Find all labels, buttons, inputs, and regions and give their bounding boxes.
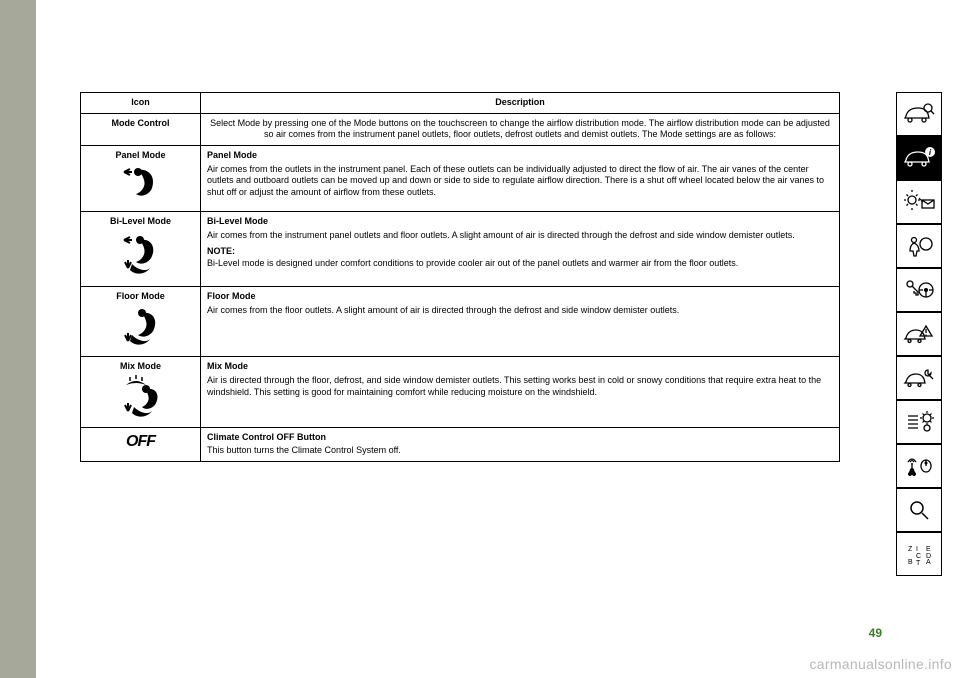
- table-row: Mode Control Select Mode by pressing one…: [81, 113, 840, 145]
- header-description: Description: [201, 93, 840, 114]
- svg-text:T: T: [916, 560, 921, 567]
- page: Icon Description Mode Control Select Mod…: [0, 0, 960, 678]
- off-icon: OFF: [126, 433, 155, 450]
- table-row: Floor Mode Floor Mode Air comes from the…: [81, 286, 840, 356]
- svg-text:C: C: [916, 553, 921, 560]
- svg-text:B: B: [908, 559, 913, 566]
- icon-label: Mode Control: [87, 118, 194, 130]
- desc-cell-mode-control: Select Mode by pressing one of the Mode …: [201, 113, 840, 145]
- desc-cell-off: Climate Control OFF Button This button t…: [201, 427, 840, 461]
- table-row: Mix Mode Mix Mode Air is directed thro: [81, 357, 840, 427]
- icon-cell-mix: Mix Mode: [81, 357, 201, 427]
- icon-cell-floor: Floor Mode: [81, 286, 201, 356]
- search-icon[interactable]: [896, 488, 942, 532]
- desc-title: Mix Mode: [207, 361, 833, 373]
- table-row: Panel Mode Panel Mode Air comes from the…: [81, 146, 840, 212]
- desc-cell-panel: Panel Mode Air comes from the outlets in…: [201, 146, 840, 212]
- car-wrench-icon[interactable]: [896, 356, 942, 400]
- bilevel-mode-icon: [116, 230, 166, 278]
- icon-cell-off: OFF: [81, 427, 201, 461]
- left-margin-bar: [0, 0, 36, 678]
- desc-body: Air comes from the instrument panel outl…: [207, 230, 795, 240]
- side-icon-rail: i Z E B ACITD: [896, 92, 942, 576]
- desc-title: Bi-Level Mode: [207, 216, 833, 228]
- desc-cell-floor: Floor Mode Air comes from the floor outl…: [201, 286, 840, 356]
- icon-cell-panel: Panel Mode: [81, 146, 201, 212]
- note-body: Bi-Level mode is designed under comfort …: [207, 258, 738, 268]
- svg-text:I: I: [916, 546, 918, 553]
- svg-text:D: D: [926, 553, 931, 560]
- desc-title: Panel Mode: [207, 150, 833, 162]
- desc-body: Air comes from the outlets in the instru…: [207, 164, 824, 197]
- compass-letters-icon[interactable]: Z E B ACITD: [896, 532, 942, 576]
- desc-cell-mix: Mix Mode Air is directed through the flo…: [201, 357, 840, 427]
- car-warning-icon[interactable]: [896, 312, 942, 356]
- desc-cell-bilevel: Bi-Level Mode Air comes from the instrum…: [201, 212, 840, 286]
- note-label: NOTE:: [207, 246, 833, 258]
- icon-cell-bilevel: Bi-Level Mode: [81, 212, 201, 286]
- car-info-icon[interactable]: i: [896, 136, 942, 180]
- icon-label: Floor Mode: [87, 291, 194, 303]
- modes-table: Icon Description Mode Control Select Mod…: [80, 92, 840, 462]
- desc-body: This button turns the Climate Control Sy…: [207, 445, 401, 455]
- svg-text:Z: Z: [908, 546, 913, 553]
- desc-body: Air is directed through the floor, defro…: [207, 375, 821, 397]
- desc-title: Floor Mode: [207, 291, 833, 303]
- svg-text:A: A: [926, 559, 931, 566]
- light-message-icon[interactable]: [896, 180, 942, 224]
- icon-label: Panel Mode: [87, 150, 194, 162]
- key-steering-icon[interactable]: [896, 268, 942, 312]
- desc-body: Select Mode by pressing one of the Mode …: [210, 118, 830, 140]
- radio-map-icon[interactable]: [896, 444, 942, 488]
- icon-label: Mix Mode: [87, 361, 194, 373]
- desc-body: Air comes from the floor outlets. A slig…: [207, 305, 679, 315]
- list-gear-icon[interactable]: [896, 400, 942, 444]
- car-search-icon[interactable]: [896, 92, 942, 136]
- floor-mode-icon: [116, 305, 166, 349]
- svg-text:E: E: [926, 546, 931, 553]
- icon-cell-mode-control: Mode Control: [81, 113, 201, 145]
- table-row: OFF Climate Control OFF Button This butt…: [81, 427, 840, 461]
- panel-mode-icon: [116, 164, 166, 204]
- airbag-icon[interactable]: [896, 224, 942, 268]
- page-number: 49: [869, 626, 882, 640]
- icon-label: Bi-Level Mode: [87, 216, 194, 228]
- header-icon: Icon: [81, 93, 201, 114]
- mix-mode-icon: [116, 375, 166, 419]
- desc-title: Climate Control OFF Button: [207, 432, 833, 444]
- main-content: Icon Description Mode Control Select Mod…: [80, 92, 840, 462]
- table-row: Bi-Level Mode Bi-Level Mode Air comes fr…: [81, 212, 840, 286]
- footer-watermark: carmanualsonline.info: [810, 656, 953, 672]
